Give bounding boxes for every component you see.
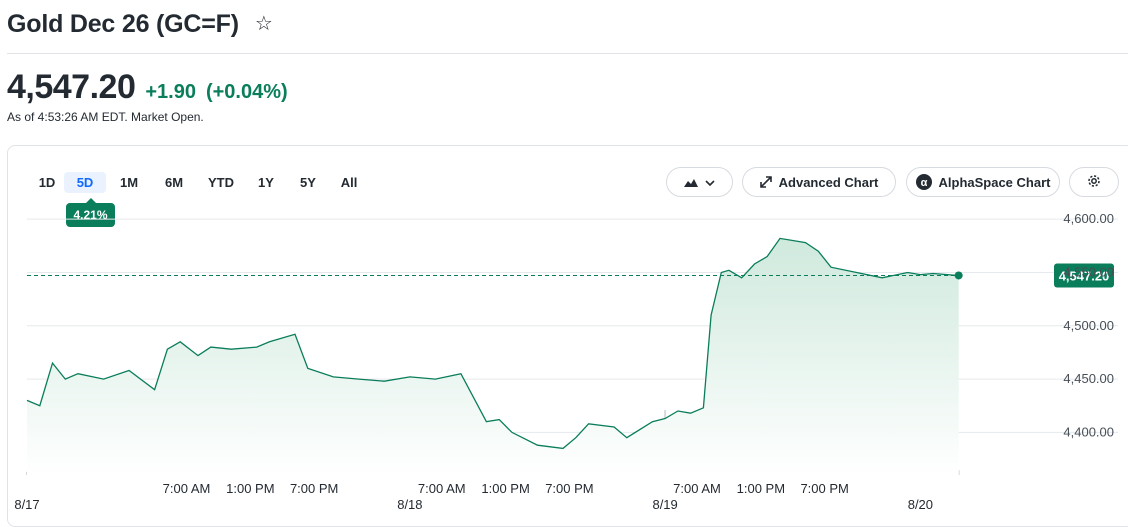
- range-tab-ytd[interactable]: YTD: [208, 175, 234, 190]
- last-price: 4,547.20: [7, 68, 136, 106]
- last-price-dot: [954, 271, 963, 280]
- range-tab-5y[interactable]: 5Y: [300, 175, 316, 190]
- alpha-icon: α: [915, 174, 932, 190]
- quote-row: 4,547.20 +1.90 (+0.04%): [7, 68, 288, 107]
- x-time-label: 7:00 AM: [418, 481, 466, 496]
- page-title: Gold Dec 26 (GC=F): [7, 9, 239, 38]
- range-tab-1d[interactable]: 1D: [38, 175, 56, 190]
- expand-icon: [759, 176, 772, 188]
- y-tick-label: 4,550.00: [1063, 264, 1114, 279]
- advanced-chart-label: Advanced Chart: [778, 174, 879, 190]
- range-tab-5d[interactable]: 5D: [64, 172, 106, 193]
- range-tab-all[interactable]: All: [340, 175, 358, 190]
- chevron-down-icon: [705, 175, 715, 190]
- x-date-label: 8/19: [652, 497, 677, 512]
- as-of-timestamp: As of 4:53:26 AM EDT. Market Open.: [7, 110, 204, 124]
- x-time-label: 1:00 PM: [481, 481, 529, 496]
- advanced-chart-button[interactable]: Advanced Chart: [742, 167, 896, 197]
- x-date-label: 8/20: [908, 497, 933, 512]
- range-change-badge: 4.21%: [66, 198, 115, 227]
- x-time-label: 1:00 PM: [737, 481, 785, 496]
- gear-icon: [1087, 174, 1101, 191]
- x-date-label: 8/18: [397, 497, 422, 512]
- mountain-chart-icon: [684, 177, 698, 187]
- range-tab-6m[interactable]: 6M: [164, 175, 184, 190]
- price-change-percent: (+0.04%): [205, 81, 288, 103]
- range-tabs: 1D 5D 1M 6M YTD 1Y 5Y All: [30, 172, 368, 193]
- range-tab-1y[interactable]: 1Y: [258, 175, 274, 190]
- price-line: [26, 237, 959, 450]
- alphaspace-chart-label: AlphaSpace Chart: [938, 174, 1051, 190]
- last-price-label: 4,547.20: [1054, 263, 1114, 288]
- x-time-label: 7:00 AM: [673, 481, 721, 496]
- y-tick-label: 4,500.00: [1063, 318, 1114, 333]
- x-time-label: 1:00 PM: [226, 481, 274, 496]
- y-tick-label: 4,450.00: [1063, 371, 1114, 386]
- y-tick-label: 4,400.00: [1063, 424, 1114, 439]
- range-tab-1m[interactable]: 1M: [119, 175, 139, 190]
- x-time-label: 7:00 AM: [163, 481, 211, 496]
- y-tick-label: 4,600.00: [1063, 211, 1114, 226]
- x-date-label: 8/17: [14, 497, 39, 512]
- price-area: [27, 238, 959, 475]
- svg-text:4,547.20: 4,547.20: [1059, 268, 1110, 283]
- divider: [7, 53, 1128, 54]
- price-change: +1.90: [145, 81, 196, 103]
- title-row: Gold Dec 26 (GC=F) ☆: [7, 6, 273, 42]
- x-time-label: 7:00 PM: [545, 481, 593, 496]
- x-time-label: 7:00 PM: [290, 481, 338, 496]
- x-time-label: 7:00 PM: [800, 481, 848, 496]
- chart-type-button[interactable]: [666, 167, 733, 197]
- svg-text:α: α: [920, 177, 927, 189]
- settings-button[interactable]: [1069, 167, 1119, 197]
- star-icon[interactable]: ☆: [254, 13, 273, 35]
- alphaspace-chart-button[interactable]: α AlphaSpace Chart: [906, 167, 1060, 197]
